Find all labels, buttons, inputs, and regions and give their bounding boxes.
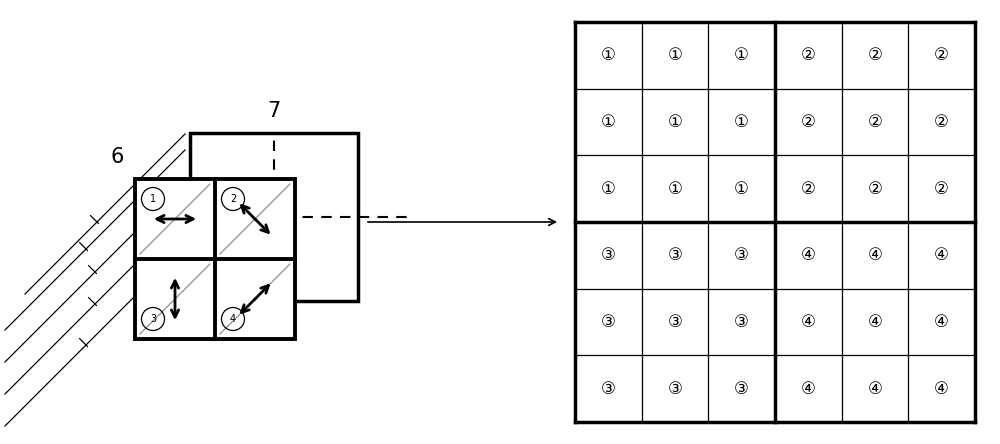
Text: ④: ④ — [801, 380, 816, 398]
Text: 1: 1 — [150, 194, 156, 204]
Text: ①: ① — [668, 113, 682, 131]
Text: ③: ③ — [601, 380, 616, 398]
Bar — [135, 179, 295, 339]
Text: ①: ① — [601, 46, 616, 64]
Text: ③: ③ — [734, 313, 749, 331]
Text: ②: ② — [868, 113, 882, 131]
Text: 2: 2 — [230, 194, 236, 204]
Text: ②: ② — [801, 46, 816, 64]
Text: ②: ② — [934, 113, 949, 131]
Text: ②: ② — [801, 180, 816, 198]
Text: ①: ① — [601, 113, 616, 131]
Text: ③: ③ — [734, 380, 749, 398]
Text: ①: ① — [668, 46, 682, 64]
Text: ①: ① — [734, 46, 749, 64]
Text: 4: 4 — [230, 314, 236, 324]
Text: ④: ④ — [868, 380, 882, 398]
Text: ①: ① — [668, 180, 682, 198]
Text: ①: ① — [601, 180, 616, 198]
Text: ②: ② — [934, 46, 949, 64]
Text: ④: ④ — [934, 313, 949, 331]
Text: ③: ③ — [734, 246, 749, 264]
Bar — [190, 133, 358, 301]
Text: ②: ② — [801, 113, 816, 131]
Text: ③: ③ — [601, 313, 616, 331]
Text: ①: ① — [734, 180, 749, 198]
Text: ②: ② — [868, 46, 882, 64]
Text: ①: ① — [734, 113, 749, 131]
Text: ②: ② — [868, 180, 882, 198]
Text: ②: ② — [934, 180, 949, 198]
Text: ③: ③ — [668, 380, 682, 398]
Text: ④: ④ — [801, 313, 816, 331]
Text: ③: ③ — [601, 246, 616, 264]
Text: 3: 3 — [150, 314, 156, 324]
Bar — [135, 179, 295, 339]
Text: 6: 6 — [110, 147, 124, 167]
Bar — [575, 22, 975, 422]
Text: ④: ④ — [868, 313, 882, 331]
Text: ④: ④ — [801, 246, 816, 264]
Text: 7: 7 — [267, 101, 281, 121]
Text: ④: ④ — [934, 380, 949, 398]
Text: ③: ③ — [668, 246, 682, 264]
Text: ③: ③ — [668, 313, 682, 331]
Text: ④: ④ — [934, 246, 949, 264]
Text: ④: ④ — [868, 246, 882, 264]
